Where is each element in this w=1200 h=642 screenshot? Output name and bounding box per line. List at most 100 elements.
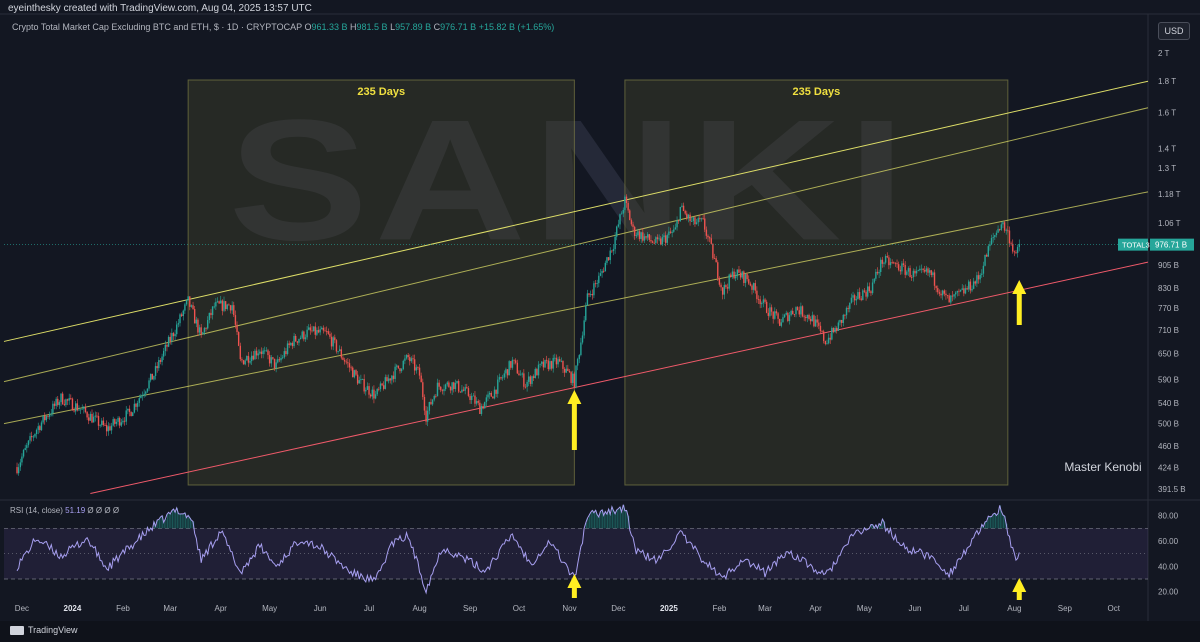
candle-body	[658, 238, 660, 240]
rsi-legend[interactable]: RSI (14, close) 51.19 Ø Ø Ø Ø	[10, 506, 119, 515]
candle-317	[532, 374, 535, 381]
rsi-overbought-fill	[168, 512, 170, 529]
rsi-overbought-fill	[985, 521, 987, 529]
candle-body	[964, 288, 967, 294]
candle-255	[431, 399, 434, 406]
candle-59	[112, 416, 114, 427]
candle-body	[790, 310, 792, 316]
candle-body	[862, 290, 864, 301]
candle-body	[135, 403, 137, 407]
candle-174	[299, 335, 302, 340]
candle-body	[291, 342, 294, 347]
candle-body	[741, 271, 743, 278]
candle-body	[723, 285, 725, 295]
candle-body	[361, 379, 364, 380]
candle-body	[31, 436, 33, 438]
candle-40	[81, 404, 83, 410]
candle-body	[992, 237, 994, 238]
currency-button[interactable]: USD	[1158, 22, 1190, 40]
candle-245	[415, 364, 417, 374]
candle-600	[994, 234, 996, 241]
candle-375	[627, 200, 629, 213]
candle-201	[343, 357, 346, 365]
candle-295	[497, 375, 499, 398]
candle-body	[495, 389, 497, 394]
candle-body	[322, 327, 325, 331]
price-tick-3: 1.4 T	[1158, 144, 1176, 153]
candle-body	[462, 389, 465, 391]
tradingview-logo[interactable]: TradingView	[10, 625, 78, 636]
candle-473	[787, 311, 789, 323]
candle-body	[625, 196, 628, 203]
candle-body	[541, 361, 543, 364]
candle-576	[955, 291, 957, 299]
candle-393	[656, 234, 659, 244]
candle-84	[153, 375, 155, 381]
candle-body	[660, 238, 662, 245]
candle-body	[329, 333, 331, 337]
candle-body	[407, 354, 409, 358]
candle-body	[1005, 229, 1007, 231]
candle-body	[783, 314, 786, 318]
ohlc-c-prefix: C	[433, 22, 441, 32]
candle-529	[878, 269, 880, 278]
candle-body	[1012, 243, 1014, 252]
candle-335	[562, 360, 564, 374]
rsi-overbought-fill	[186, 517, 188, 529]
candle-5	[24, 444, 26, 451]
candle-392	[655, 236, 657, 245]
candle-79	[145, 390, 147, 397]
candle-311	[523, 369, 525, 390]
candle-body	[332, 337, 334, 347]
candle-body	[635, 235, 637, 237]
price-tick-9: 770 B	[1158, 304, 1179, 313]
candle-body	[433, 395, 435, 400]
candle-561	[930, 269, 932, 278]
candle-539	[894, 262, 897, 267]
candle-body	[549, 361, 551, 370]
candle-276	[466, 383, 468, 389]
candle-body	[247, 355, 250, 363]
candle-125	[220, 295, 222, 304]
candle-423	[705, 226, 708, 239]
candle-267	[451, 382, 453, 395]
candle-124	[218, 300, 220, 304]
rsi-overbought-fill	[155, 526, 157, 529]
candle-256	[433, 394, 435, 402]
candle-body	[643, 236, 646, 241]
candle-body	[246, 355, 248, 361]
candle-body	[360, 379, 362, 381]
candle-body	[788, 315, 791, 321]
candle-body	[752, 283, 755, 290]
candle-body	[76, 403, 79, 411]
candle-body	[568, 370, 571, 373]
time-tick-19: Jul	[959, 604, 969, 613]
candle-419	[699, 214, 701, 223]
candle-body	[648, 234, 651, 240]
candle-459	[764, 297, 766, 304]
candle-76	[140, 393, 142, 399]
candle-54	[104, 422, 106, 427]
candle-78	[143, 389, 145, 398]
range-box-0	[187, 79, 575, 486]
candle-body	[726, 287, 729, 289]
candle-body	[542, 361, 545, 368]
candle-446	[743, 270, 745, 287]
candle-body	[881, 259, 884, 264]
candle-body	[718, 278, 721, 285]
candle-152	[264, 346, 266, 355]
candle-body	[565, 368, 567, 373]
candle-body	[632, 224, 634, 227]
candle-387	[647, 232, 649, 242]
rsi-overbought-fill	[184, 512, 187, 529]
candle-body	[902, 263, 905, 266]
candle-541	[897, 261, 900, 272]
symbol-legend[interactable]: Crypto Total Market Cap Excluding BTC an…	[12, 22, 554, 32]
candle-body	[84, 406, 87, 413]
candle-24	[55, 396, 57, 410]
time-tick-3: Mar	[163, 604, 177, 613]
candle-21	[50, 408, 52, 417]
candle-body	[813, 315, 815, 327]
candle-28	[61, 391, 64, 405]
